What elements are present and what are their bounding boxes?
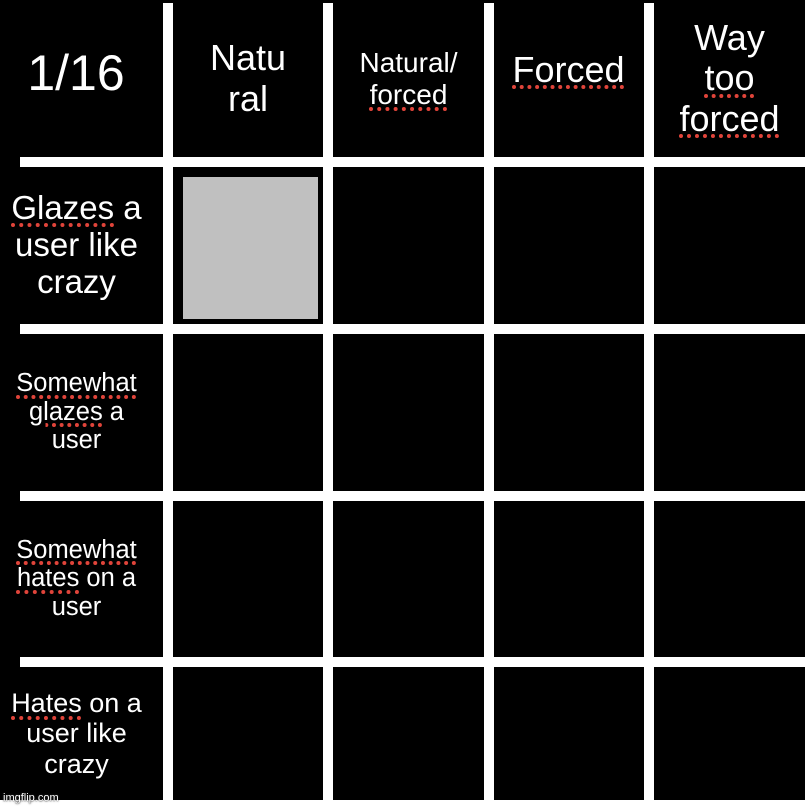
label-line: user like <box>15 226 138 264</box>
grid-line-vertical <box>323 3 333 800</box>
watermark: imgflip.com <box>3 792 59 804</box>
label-word: a <box>114 189 142 227</box>
label-word: Way <box>694 17 765 59</box>
label-line: Somewhat <box>16 369 136 398</box>
label-line: too <box>704 58 754 98</box>
label-line: forced <box>370 79 448 110</box>
label-line: forced <box>679 97 780 139</box>
row-header-somewhat-glazes: Somewhat glazes a user <box>0 333 153 491</box>
misspelled-word: Hates <box>11 688 82 719</box>
counter-label: 1/16 <box>0 0 152 145</box>
label-line: Natural/ <box>359 47 457 78</box>
label-word: crazy <box>37 262 116 300</box>
label-word: crazy <box>44 748 109 779</box>
label-line: Somewhat <box>16 536 136 565</box>
label-line: Way <box>694 17 765 59</box>
label-line: user like <box>26 718 127 748</box>
label-word: ral <box>227 77 268 119</box>
selected-cell-fill <box>183 177 318 319</box>
misspelled-word: too <box>704 57 755 99</box>
misspelled-word: hates <box>16 564 80 593</box>
label-line: crazy <box>37 262 116 301</box>
selected-cell-marker[interactable] <box>173 167 323 324</box>
grid-line-vertical <box>484 3 494 800</box>
label-line: Forced <box>512 48 625 90</box>
column-header-natural-forced: Natural/forced <box>333 0 484 157</box>
label-word: on a <box>81 688 142 719</box>
label-word: user like <box>15 226 138 264</box>
label-word: user <box>51 426 102 455</box>
misspelled-word: Glazes <box>11 189 115 227</box>
label-line: glazes a <box>29 398 124 427</box>
label-line: user <box>52 426 102 455</box>
row-header-somewhat-hates: Somewhat hates on a user <box>0 500 153 657</box>
grid-line-vertical <box>163 3 173 800</box>
label-line: user <box>52 593 102 622</box>
row-header-hates-like-crazy: Hates on a user like crazy <box>0 667 153 800</box>
grid-line-horizontal <box>20 157 805 167</box>
label-line: ral <box>227 77 268 119</box>
counter-text: 1/16 <box>27 44 125 101</box>
label-line: crazy <box>44 749 109 779</box>
label-word: user like <box>26 718 127 749</box>
misspelled-word: Forced <box>512 48 625 90</box>
misspelled-word: Somewhat <box>16 369 137 398</box>
grid-line-horizontal <box>20 324 805 334</box>
grid-line-horizontal <box>20 657 805 667</box>
label-word: a <box>102 397 124 426</box>
grid-line-vertical <box>644 3 654 800</box>
misspelled-word: forced <box>369 78 448 110</box>
label-line: Natu <box>210 38 286 78</box>
misspelled-word: Somewhat <box>16 535 137 564</box>
label-line: Hates on a <box>11 688 142 718</box>
misspelled-word: glazes <box>29 397 103 426</box>
row-header-glazes-like-crazy: Glazes a user like crazy <box>0 167 153 324</box>
label-word: Natu <box>209 37 287 79</box>
column-header-way-too-forced: Way too forced <box>654 0 805 157</box>
misspelled-word: forced <box>679 97 780 139</box>
label-line: hates on a <box>17 564 136 593</box>
column-header-forced: Forced <box>493 0 644 140</box>
label-word: user <box>51 592 102 621</box>
label-word: Natural/ <box>359 47 458 79</box>
column-header-natural: Natu ral <box>173 0 323 157</box>
grid-line-horizontal <box>20 491 805 501</box>
label-word: on a <box>79 564 137 593</box>
label-line: Glazes a <box>11 189 142 227</box>
